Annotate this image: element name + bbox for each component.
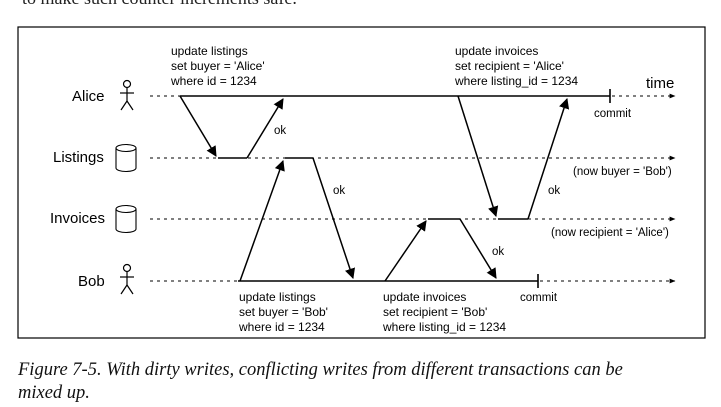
query-alice-listings: update listings set buyer = 'Alice' wher…: [170, 44, 265, 88]
svg-text:update listings: update listings: [171, 44, 248, 58]
lane-label-bob: Bob: [78, 273, 105, 290]
lane-label-invoices: Invoices: [50, 210, 105, 227]
arrow-invoices-ok-alice: [527, 98, 570, 220]
lane-label-alice: Alice: [72, 88, 105, 105]
arrow-alice-to-invoices: [457, 95, 499, 218]
arrow-listings-ok-alice: [246, 98, 284, 159]
timeline-bob: [150, 274, 676, 288]
svg-text:where listing_id = 1234: where listing_id = 1234: [382, 320, 506, 334]
person-icon-bob: [120, 263, 134, 295]
note-now-buyer: (now buyer = 'Bob'): [573, 166, 672, 178]
note-now-recipient: (now recipient = 'Alice'): [551, 227, 669, 239]
ok-label-listings-bob: ok: [333, 185, 345, 197]
query-bob-listings: update listings set buyer = 'Bob' where …: [238, 290, 328, 334]
arrow-alice-to-listings: [179, 95, 217, 157]
svg-text:set recipient = 'Alice': set recipient = 'Alice': [455, 59, 564, 73]
arrow-bob-to-listings: [239, 160, 285, 282]
arrow-invoices-ok-bob: [459, 218, 497, 279]
svg-text:update listings: update listings: [239, 290, 316, 304]
svg-text:set buyer = 'Bob': set buyer = 'Bob': [239, 305, 328, 319]
figure-caption-line2: mixed up.: [18, 383, 90, 403]
timeline-alice: [150, 89, 676, 103]
figure-frame: [17, 26, 706, 339]
svg-text:where id = 1234: where id = 1234: [238, 320, 325, 334]
ok-label-invoices-bob: ok: [492, 246, 504, 258]
query-bob-invoices: update invoices set recipient = 'Bob' wh…: [382, 290, 506, 334]
person-icon-alice: [120, 79, 134, 111]
figure-caption-line1: Figure 7-5. With dirty writes, conflicti…: [17, 360, 623, 380]
top-cut-text: to make such counter increments safe.: [22, 0, 297, 8]
ok-label-listings-alice: ok: [274, 125, 286, 137]
database-icon-listings: [115, 143, 137, 173]
svg-text:where listing_id = 1234: where listing_id = 1234: [454, 74, 578, 88]
commit-label-bob: commit: [520, 292, 558, 304]
svg-text:where id = 1234: where id = 1234: [170, 74, 257, 88]
query-alice-invoices: update invoices set recipient = 'Alice' …: [454, 44, 578, 88]
svg-text:set buyer = 'Alice': set buyer = 'Alice': [171, 59, 265, 73]
arrow-listings-ok-bob: [312, 157, 355, 279]
commit-label-alice: commit: [594, 108, 632, 120]
time-label: time: [646, 75, 674, 92]
database-icon-invoices: [115, 204, 137, 234]
lane-label-listings: Listings: [53, 149, 104, 166]
svg-text:update invoices: update invoices: [455, 44, 538, 58]
arrow-bob-to-invoices: [384, 220, 427, 282]
svg-text:set recipient = 'Bob': set recipient = 'Bob': [383, 305, 487, 319]
svg-text:update invoices: update invoices: [383, 290, 466, 304]
ok-label-invoices-alice: ok: [548, 185, 560, 197]
